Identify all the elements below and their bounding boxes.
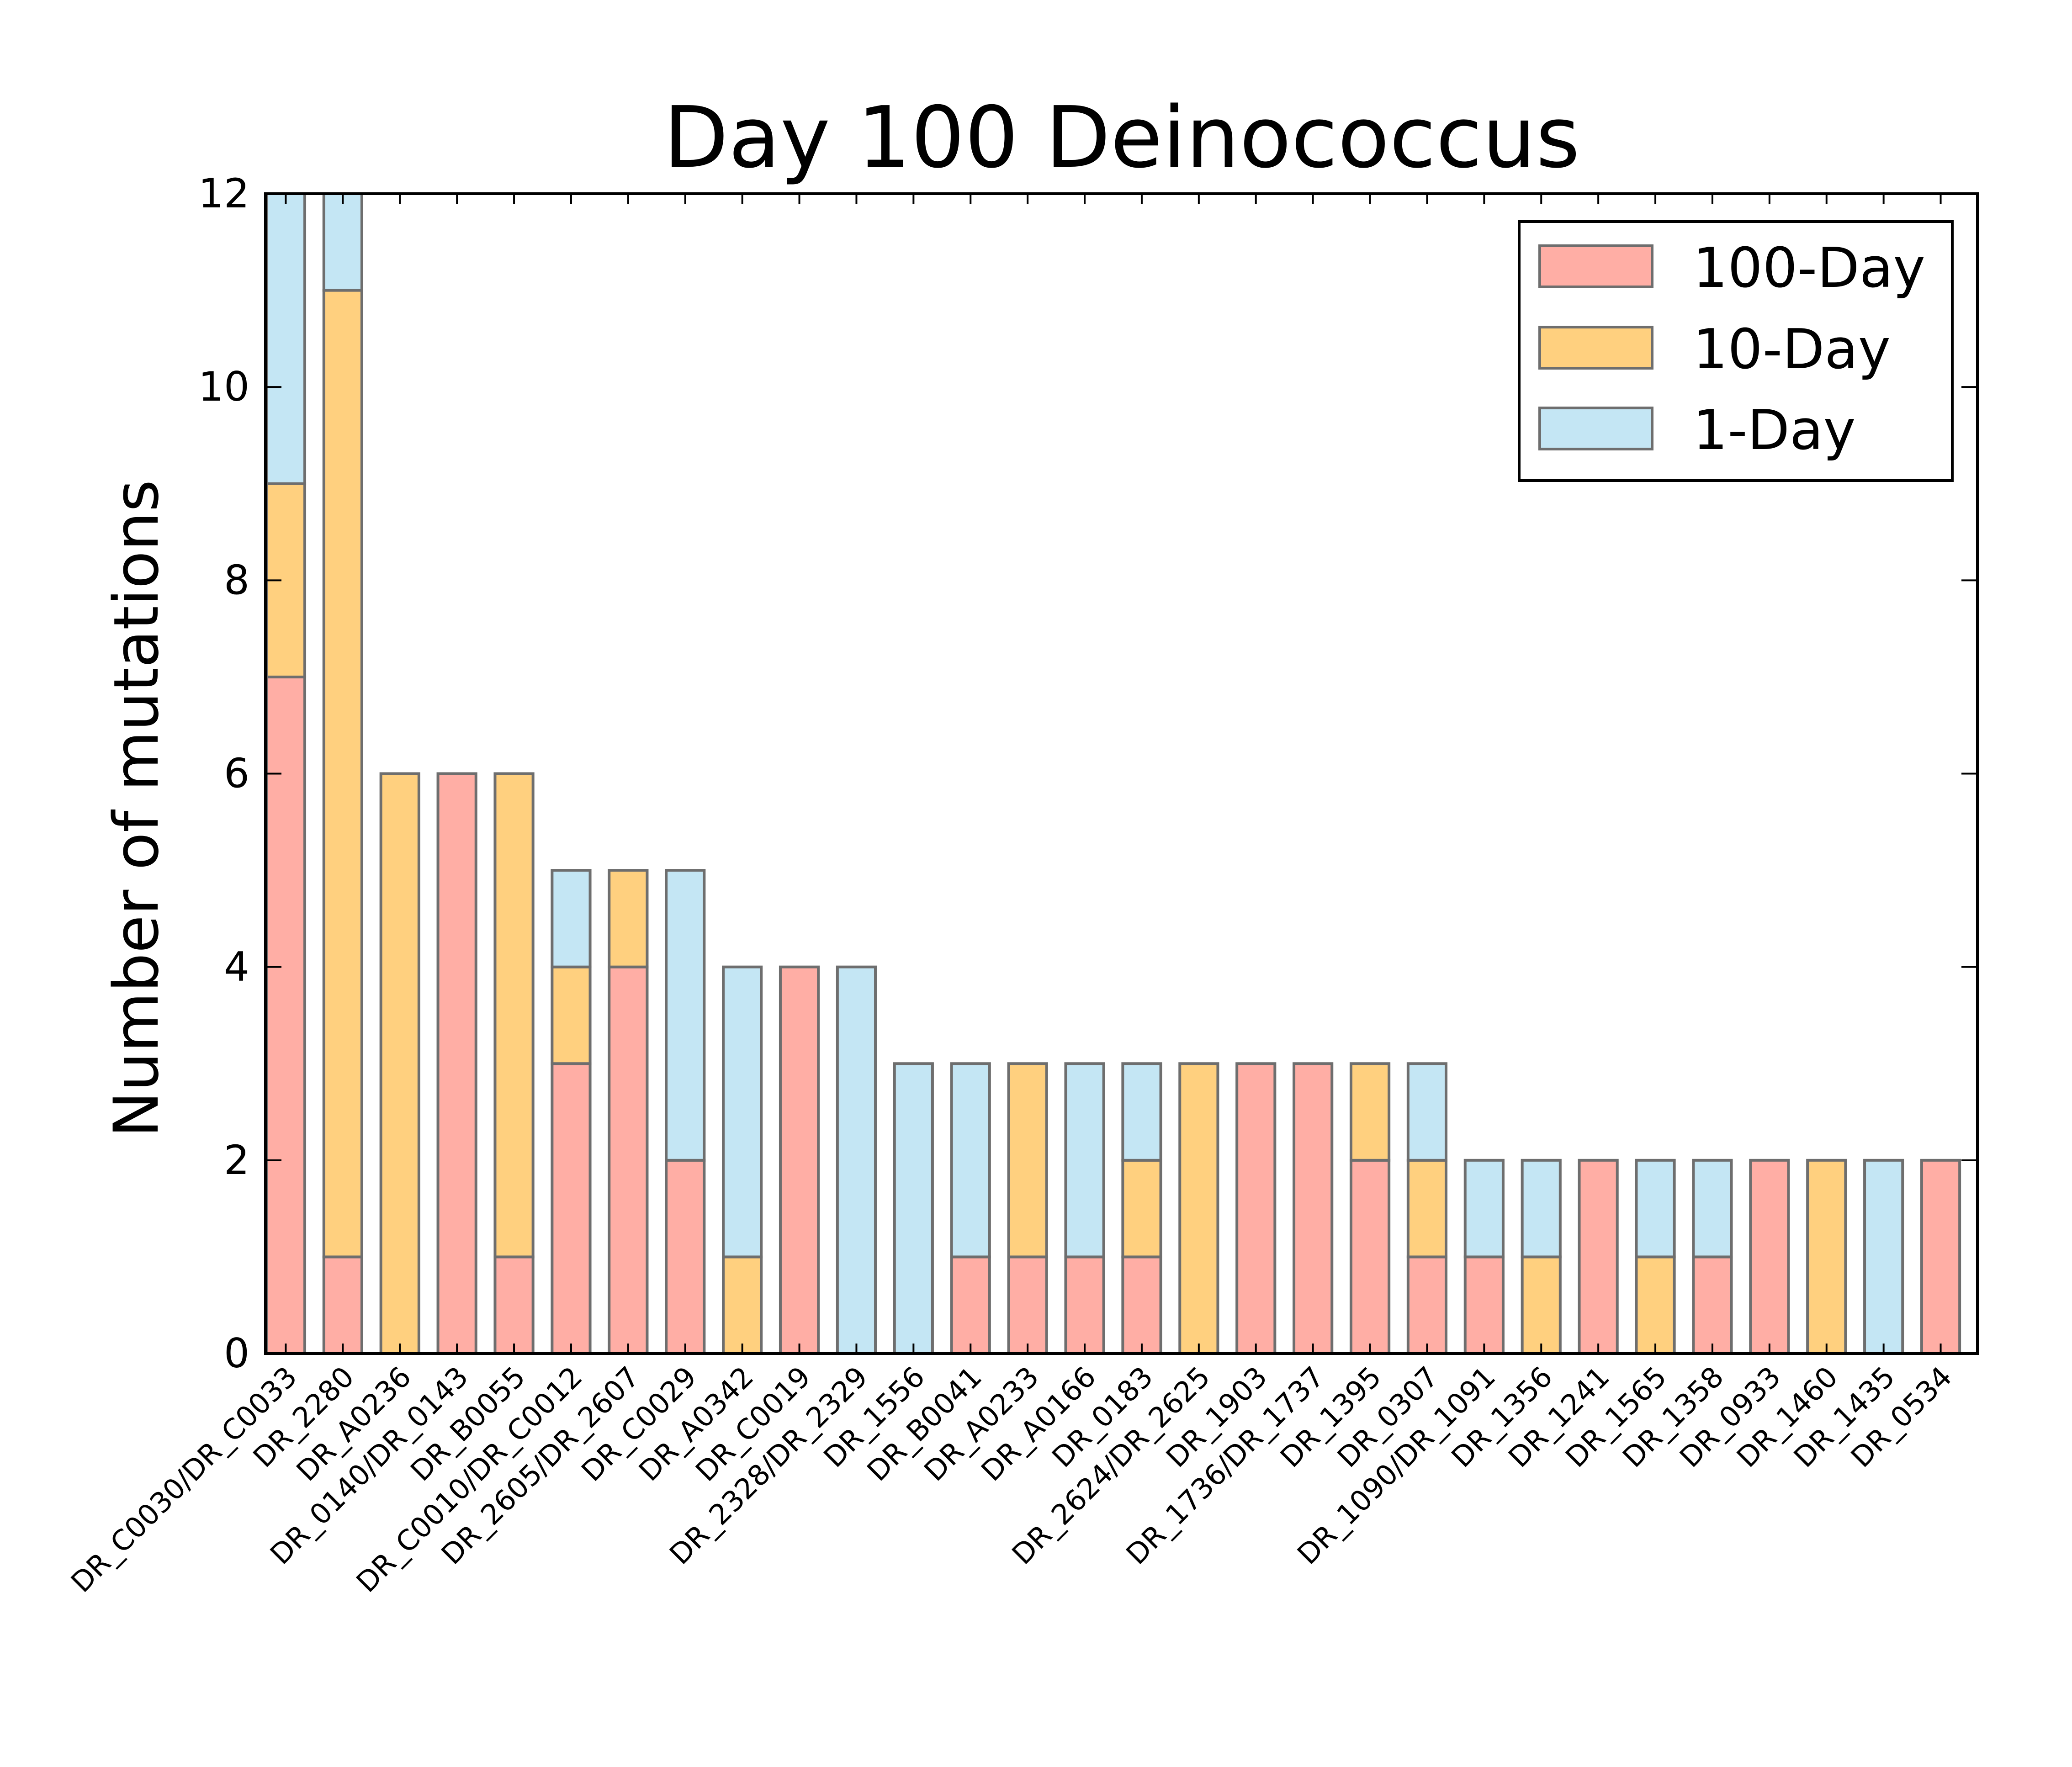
chart-title: Day 100 Deinococcus bbox=[663, 88, 1580, 187]
legend-label-1-day: 1-Day bbox=[1693, 399, 1856, 462]
bar-segment bbox=[1635, 1159, 1676, 1259]
ticks-layer bbox=[265, 193, 1977, 1354]
y-tick-label: 10 bbox=[198, 363, 249, 410]
bar-segment bbox=[322, 1255, 363, 1355]
bar-segment bbox=[1349, 1159, 1391, 1355]
legend: 100-Day 10-Day 1-Day bbox=[1518, 220, 1954, 482]
bar-segment bbox=[608, 965, 649, 1355]
bar-segment bbox=[493, 1255, 535, 1355]
y-tick-label: 12 bbox=[198, 170, 249, 217]
bar-segment bbox=[1064, 1255, 1105, 1355]
bar-segment bbox=[1406, 1159, 1448, 1259]
bar-segment bbox=[1235, 1062, 1277, 1355]
bar-segment bbox=[665, 1159, 706, 1355]
bar-segment bbox=[1692, 1159, 1733, 1259]
bar-segment bbox=[1463, 1159, 1505, 1259]
bar-segment bbox=[551, 1062, 592, 1355]
bar-segment bbox=[1121, 1255, 1162, 1355]
legend-swatch-10-day bbox=[1538, 326, 1653, 370]
y-tick-label: 2 bbox=[224, 1137, 249, 1184]
y-axis-label: Number of mutations bbox=[101, 480, 172, 1137]
bar-segment bbox=[608, 869, 649, 968]
bar-segment bbox=[1920, 1159, 1961, 1355]
bar-segment bbox=[265, 192, 307, 485]
bar-segment bbox=[1692, 1255, 1733, 1355]
y-tick-label: 6 bbox=[224, 750, 249, 797]
bars-layer bbox=[265, 192, 1961, 1355]
bar-segment bbox=[1521, 1255, 1562, 1355]
bar-segment bbox=[379, 772, 420, 1355]
bar-segment bbox=[1463, 1255, 1505, 1355]
bar-segment bbox=[493, 772, 535, 1259]
bar-segment bbox=[1121, 1062, 1162, 1162]
bar-segment bbox=[722, 1255, 763, 1355]
bar-segment bbox=[551, 869, 592, 968]
plot-area-frame bbox=[264, 192, 1979, 1355]
bar-segment bbox=[836, 965, 877, 1355]
bar-segment bbox=[1749, 1159, 1790, 1355]
bar-segment bbox=[1406, 1062, 1448, 1162]
bar-segment bbox=[722, 965, 763, 1259]
bar-segment bbox=[1578, 1159, 1619, 1355]
legend-swatch-1-day bbox=[1538, 407, 1653, 450]
bar-segment bbox=[551, 965, 592, 1065]
bar-segment bbox=[1007, 1255, 1048, 1355]
bar-segment bbox=[1806, 1159, 1847, 1355]
bar-segment bbox=[436, 772, 477, 1355]
bar-segment bbox=[1863, 1159, 1904, 1355]
bar-segment bbox=[1121, 1159, 1162, 1259]
y-tick-label: 8 bbox=[224, 556, 249, 603]
bar-segment bbox=[1406, 1255, 1448, 1355]
bar-segment bbox=[322, 289, 363, 1259]
bar-segment bbox=[1064, 1062, 1105, 1259]
bar-segment bbox=[665, 869, 706, 1162]
bar-segment bbox=[1178, 1062, 1219, 1355]
y-tick-labels: 0 2 4 6 8 10 12 bbox=[198, 170, 249, 1377]
bar-segment bbox=[1293, 1062, 1334, 1355]
y-tick-label: 0 bbox=[224, 1330, 249, 1377]
bar-segment bbox=[1635, 1255, 1676, 1355]
legend-label-10-day: 10-Day bbox=[1693, 318, 1891, 381]
bar-segment bbox=[1349, 1062, 1391, 1162]
bar-segment bbox=[322, 192, 363, 292]
y-tick-label: 4 bbox=[224, 943, 249, 990]
legend-label-100-day: 100-Day bbox=[1693, 237, 1925, 300]
bar-segment bbox=[950, 1255, 991, 1355]
bar-segment bbox=[1521, 1159, 1562, 1259]
legend-swatch-100-day bbox=[1538, 244, 1653, 288]
bar-segment bbox=[1007, 1062, 1048, 1259]
bar-segment bbox=[950, 1062, 991, 1259]
bar-segment bbox=[265, 675, 307, 1355]
bar-segment bbox=[893, 1062, 934, 1355]
bar-segment bbox=[779, 965, 820, 1355]
